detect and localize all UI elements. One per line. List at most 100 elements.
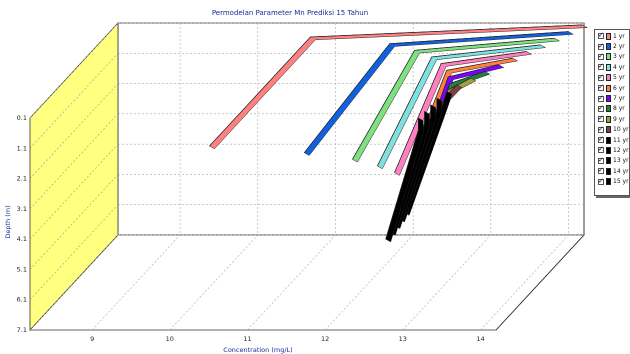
legend-label: 1 yr [613, 32, 625, 40]
gridline-side [29, 234, 119, 331]
gridline-floor [324, 234, 414, 331]
chart-walls [29, 21, 585, 332]
legend-swatch [606, 74, 611, 82]
series-line [352, 37, 555, 160]
legend-item[interactable]: 11 yr [598, 135, 629, 145]
series-line [209, 24, 583, 147]
legend-item[interactable]: 10 yr [598, 125, 629, 135]
gridline-floor [247, 234, 336, 331]
legend-item[interactable]: 15 yr [598, 176, 629, 186]
legend-item[interactable]: 8 yr [598, 104, 629, 114]
legend-checkbox[interactable] [598, 125, 604, 133]
legend-checkbox[interactable] [598, 166, 604, 175]
legend-item[interactable]: 13 yr [598, 156, 629, 166]
gridline-floor [480, 234, 569, 331]
legend-swatch [606, 115, 611, 123]
legend-label: 11 yr [613, 136, 629, 144]
legend-swatch [606, 136, 611, 144]
gridline-floor [169, 234, 259, 331]
x-tick-label: 14 [476, 335, 484, 343]
x-tick-label: 11 [243, 335, 251, 343]
legend-checkbox[interactable] [598, 135, 604, 144]
legend-item[interactable]: 9 yr [598, 114, 629, 124]
legend-checkbox[interactable] [598, 52, 604, 60]
legend-label: 4 yr [613, 63, 625, 71]
legend: 1 yr 2 yr 3 yr 4 yr 5 yr 6 yr 7 yr 8 yr 9 yr 10 y… [594, 29, 630, 196]
gridline-side [29, 143, 119, 240]
legend-item[interactable]: 5 yr [598, 73, 629, 83]
legend-checkbox[interactable] [598, 83, 604, 92]
legend-swatch [606, 157, 611, 165]
legend-checkbox[interactable] [598, 73, 604, 81]
x-axis-title: Concentration (mg/L) [223, 346, 292, 354]
y-tick-label: 2.1 [17, 175, 27, 183]
legend-swatch [606, 95, 611, 103]
chart-series [209, 24, 589, 243]
gridline-side [29, 113, 119, 210]
legend-label: 6 yr [613, 84, 625, 92]
y-tick-label: 4.1 [17, 235, 27, 243]
chart-ticks: 9 10 11 12 13 14 0.1 1.1 2.1 3.1 4.1 5.1 6.1 7.1 [17, 114, 485, 343]
gridline-side [29, 83, 119, 179]
series-line [303, 31, 569, 153]
legend-label: 12 yr [613, 146, 629, 154]
legend-item[interactable]: 2 yr [598, 41, 629, 51]
floor [29, 234, 585, 331]
legend-checkbox[interactable] [598, 156, 604, 164]
legend-swatch [606, 63, 611, 71]
legend-item[interactable]: 7 yr [598, 93, 629, 103]
legend-checkbox[interactable] [598, 62, 604, 71]
gridline-floor [91, 234, 181, 331]
x-tick-label: 9 [90, 335, 94, 343]
legend-swatch [606, 146, 611, 154]
legend-swatch [606, 105, 611, 113]
legend-item[interactable]: 4 yr [598, 62, 629, 72]
legend-label: 9 yr [613, 115, 625, 123]
legend-swatch [606, 178, 611, 186]
x-tick-label: 10 [166, 335, 174, 343]
legend-checkbox[interactable] [598, 177, 604, 185]
gridline-side [29, 204, 119, 300]
legend-label: 3 yr [613, 53, 625, 61]
gridline-side [29, 53, 119, 149]
legend-item[interactable]: 1 yr [598, 31, 629, 41]
legend-label: 8 yr [613, 105, 625, 113]
legend-checkbox[interactable] [598, 104, 604, 112]
legend-swatch [606, 167, 611, 175]
legend-label: 14 yr [613, 167, 629, 175]
y-tick-label: 0.1 [17, 114, 27, 122]
legend-label: 13 yr [613, 157, 629, 165]
x-tick-label: 13 [399, 335, 407, 343]
y-axis-title: Depth (m) [4, 205, 12, 238]
series-line [394, 51, 527, 173]
series-line [385, 118, 419, 240]
legend-label: 15 yr [613, 178, 629, 186]
legend-swatch [606, 53, 611, 61]
y-tick-label: 3.1 [17, 205, 27, 213]
legend-swatch [606, 43, 611, 51]
legend-label: 5 yr [613, 74, 625, 82]
y-tick-label: 7.1 [17, 326, 27, 334]
legend-item[interactable]: 6 yr [598, 83, 629, 93]
gridline-side [29, 22, 119, 119]
legend-item[interactable]: 14 yr [598, 166, 629, 176]
gridline-side [29, 174, 119, 270]
legend-item[interactable]: 12 yr [598, 145, 629, 155]
legend-item[interactable]: 3 yr [598, 52, 629, 62]
back-wall [117, 22, 585, 236]
y-tick-label: 1.1 [17, 144, 27, 152]
legend-checkbox[interactable] [598, 145, 604, 154]
y-tick-label: 5.1 [17, 265, 27, 273]
legend-label: 10 yr [613, 126, 629, 134]
legend-label: 7 yr [613, 95, 625, 103]
chart-title: Permodelan Parameter Mn Prediksi 15 Tahu… [212, 9, 368, 17]
legend-checkbox[interactable] [598, 114, 604, 123]
legend-swatch [606, 126, 611, 134]
y-tick-label: 6.1 [17, 296, 27, 304]
legend-label: 2 yr [613, 43, 625, 51]
legend-checkbox[interactable] [598, 42, 604, 50]
gridline-floor [402, 234, 492, 331]
legend-checkbox[interactable] [598, 94, 604, 102]
legend-checkbox[interactable] [598, 31, 604, 40]
